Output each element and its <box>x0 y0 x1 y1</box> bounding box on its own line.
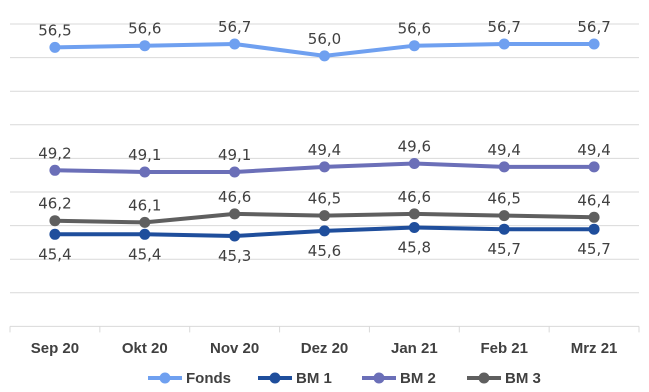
data-point <box>498 38 510 50</box>
data-point <box>408 40 420 52</box>
data-point <box>588 223 600 235</box>
data-label: 45,4 <box>38 245 71 263</box>
data-point <box>408 222 420 233</box>
x-tick-label: Dez 20 <box>301 340 349 357</box>
data-label: 49,2 <box>38 144 71 162</box>
data-label: 46,4 <box>577 191 610 209</box>
data-label: 45,8 <box>398 239 431 257</box>
data-label: 49,1 <box>218 146 251 164</box>
legend-marker <box>478 372 490 384</box>
data-label: 45,3 <box>218 247 251 265</box>
data-point <box>588 38 600 50</box>
data-label: 45,7 <box>577 240 610 258</box>
x-tick-label: Okt 20 <box>122 340 168 357</box>
x-tick-label: Mrz 21 <box>571 340 618 357</box>
x-tick-label: Feb 21 <box>480 340 528 357</box>
data-label: 45,6 <box>308 242 341 260</box>
data-point <box>139 216 151 228</box>
legend-item: Fonds <box>148 370 231 387</box>
legend-label: BM 1 <box>296 370 332 387</box>
data-point <box>319 50 330 62</box>
data-point <box>319 161 330 173</box>
data-label: 46,2 <box>38 195 71 213</box>
data-label: 46,1 <box>128 196 161 214</box>
data-point <box>139 228 151 240</box>
data-label: 46,5 <box>488 190 521 208</box>
data-point <box>498 210 510 222</box>
legend-marker <box>373 372 385 384</box>
data-point <box>319 210 330 222</box>
data-point <box>229 208 241 220</box>
data-label: 46,6 <box>218 188 251 206</box>
data-point <box>498 223 510 235</box>
legend-item: BM 3 <box>467 370 541 387</box>
data-point <box>49 228 61 240</box>
data-point <box>498 161 510 173</box>
data-label: 49,6 <box>398 138 431 156</box>
x-axis: Sep 20 Okt 20 Nov 20 Dez 20 Jan 21 Feb 21 Mrz … <box>9 326 640 357</box>
legend-item: BM 1 <box>258 370 332 387</box>
data-label: 56,6 <box>128 20 161 38</box>
data-label: 56,7 <box>218 18 251 36</box>
data-labels: 56,5 56,6 56,7 56,0 56,6 56,7 56,7 45,4 45,4 45,3… <box>38 18 611 265</box>
legend-label: BM 2 <box>400 370 436 387</box>
data-label: 46,5 <box>308 190 341 208</box>
legend-label: BM 3 <box>505 370 541 387</box>
data-point <box>319 225 330 237</box>
data-point <box>49 41 61 53</box>
data-label: 45,4 <box>128 245 161 263</box>
data-point <box>229 38 241 50</box>
data-point <box>408 158 420 169</box>
data-point <box>139 40 151 52</box>
x-tick-label: Nov 20 <box>210 340 259 357</box>
data-label: 49,1 <box>128 146 161 164</box>
legend-item: BM 2 <box>362 370 436 387</box>
data-label: 49,4 <box>488 141 521 159</box>
data-point <box>49 215 61 227</box>
legend: Fonds BM 1 BM 2 BM 3 <box>148 370 541 387</box>
data-label: 49,4 <box>577 141 610 159</box>
data-label: 49,4 <box>308 141 341 159</box>
data-label: 56,0 <box>308 30 341 48</box>
data-label: 56,5 <box>38 21 71 39</box>
data-point <box>229 166 241 178</box>
x-tick-label: Jan 21 <box>391 340 438 357</box>
data-point <box>229 230 241 242</box>
legend-marker <box>159 372 171 384</box>
data-point <box>139 166 151 178</box>
data-label: 56,7 <box>577 18 610 36</box>
data-label: 56,7 <box>488 18 521 36</box>
x-tick-label: Sep 20 <box>31 340 79 357</box>
data-point <box>588 161 600 173</box>
gridlines <box>10 23 639 327</box>
data-point <box>408 208 420 220</box>
legend-marker <box>269 372 281 384</box>
data-label: 45,7 <box>488 240 521 258</box>
data-label: 46,6 <box>398 188 431 206</box>
legend-label: Fonds <box>186 370 231 387</box>
data-point <box>588 211 600 223</box>
data-label: 56,6 <box>398 20 431 38</box>
data-point <box>49 164 61 176</box>
series-lines <box>49 38 600 242</box>
